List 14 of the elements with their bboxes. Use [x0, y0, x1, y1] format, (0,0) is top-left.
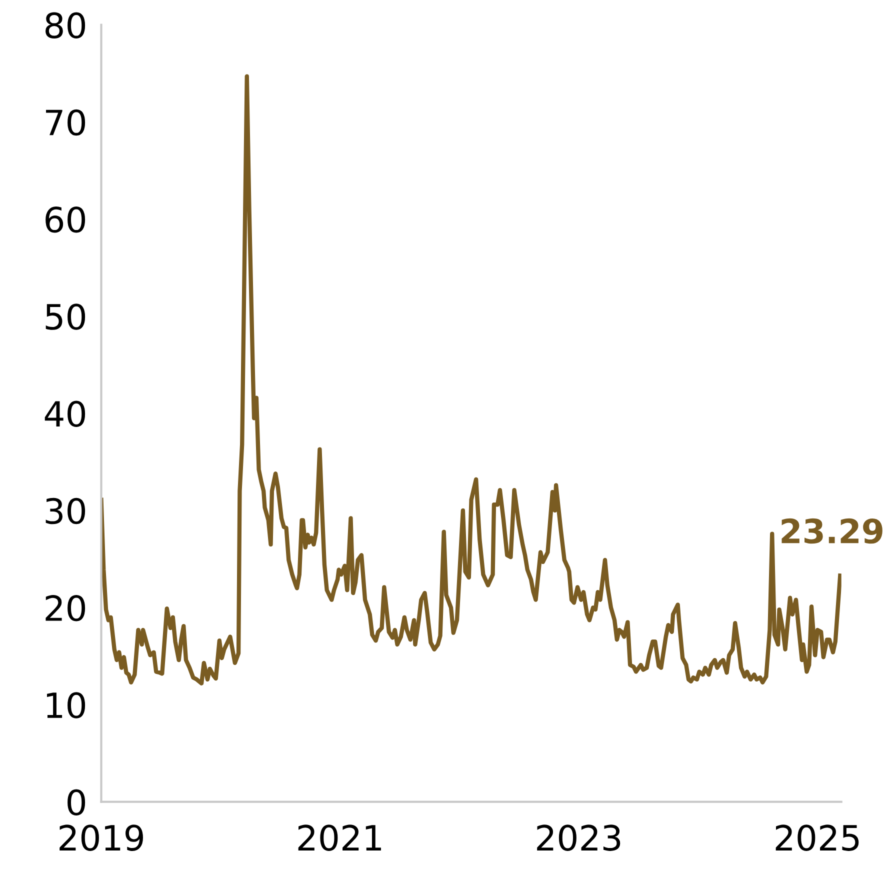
y-tick-label: 60 — [46, 206, 86, 233]
y-tick-label: 40 — [44, 400, 86, 428]
y-tick-label: 20 — [46, 595, 86, 622]
y-tick-label: 70 — [46, 109, 86, 136]
y-tick-label: 0 — [68, 789, 86, 816]
annotation: 23.29 — [782, 518, 882, 544]
x-tick-label: 2019 — [60, 824, 143, 851]
y-tick-label: 50 — [46, 304, 86, 330]
y-tick-label: 10 — [46, 692, 86, 718]
x-tick-label: 2025 — [776, 824, 859, 851]
y-tick-label: 30 — [46, 498, 86, 524]
y-tick-label: 80 — [46, 12, 86, 39]
x-tick-label: 2023 — [537, 824, 620, 851]
x-tick-label: 2021 — [298, 824, 381, 851]
